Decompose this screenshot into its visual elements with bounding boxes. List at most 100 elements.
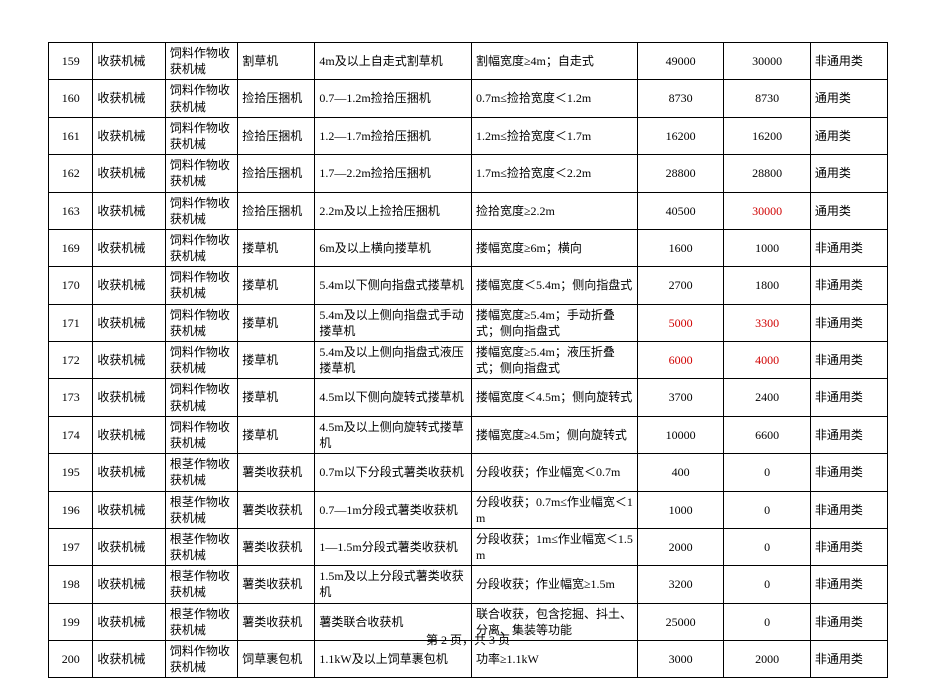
table-row: 172收获机械饲料作物收获机械搂草机5.4m及以上侧向指盘式液压搂草机搂幅宽度≥… bbox=[49, 342, 888, 379]
cell-type: 非通用类 bbox=[810, 491, 887, 528]
cell-cat2: 饲料作物收获机械 bbox=[165, 267, 237, 304]
cell-desc: 4m及以上自走式割草机 bbox=[315, 43, 472, 80]
cell-v1: 1600 bbox=[637, 229, 723, 266]
cell-cat3: 搂草机 bbox=[238, 379, 315, 416]
data-table: 159收获机械饲料作物收获机械割草机4m及以上自走式割草机割幅宽度≥4m；自走式… bbox=[48, 42, 888, 678]
table-row: 161收获机械饲料作物收获机械捡拾压捆机1.2—1.7m捡拾压捆机1.2m≤捡拾… bbox=[49, 117, 888, 154]
cell-cat2: 饲料作物收获机械 bbox=[165, 43, 237, 80]
cell-desc: 0.7—1.2m捡拾压捆机 bbox=[315, 80, 472, 117]
cell-cat3: 薯类收获机 bbox=[238, 491, 315, 528]
cell-cat1: 收获机械 bbox=[93, 528, 165, 565]
cell-cat1: 收获机械 bbox=[93, 192, 165, 229]
cell-type: 通用类 bbox=[810, 192, 887, 229]
cell-cat2: 根茎作物收获机械 bbox=[165, 454, 237, 491]
page: 159收获机械饲料作物收获机械割草机4m及以上自走式割草机割幅宽度≥4m；自走式… bbox=[0, 0, 936, 662]
table-row: 196收获机械根茎作物收获机械薯类收获机0.7—1m分段式薯类收获机分段收获；0… bbox=[49, 491, 888, 528]
cell-cat3: 搂草机 bbox=[238, 229, 315, 266]
cell-type: 非通用类 bbox=[810, 379, 887, 416]
cell-cat1: 收获机械 bbox=[93, 117, 165, 154]
cell-spec: 分段收获；1m≤作业幅宽＜1.5m bbox=[471, 528, 637, 565]
cell-idx: 161 bbox=[49, 117, 93, 154]
cell-cat1: 收获机械 bbox=[93, 566, 165, 603]
cell-idx: 171 bbox=[49, 304, 93, 341]
cell-v2: 4000 bbox=[724, 342, 810, 379]
cell-desc: 1.5m及以上分段式薯类收获机 bbox=[315, 566, 472, 603]
cell-v1: 49000 bbox=[637, 43, 723, 80]
cell-type: 通用类 bbox=[810, 117, 887, 154]
cell-cat3: 搂草机 bbox=[238, 416, 315, 453]
table-row: 162收获机械饲料作物收获机械捡拾压捆机1.7—2.2m捡拾压捆机1.7m≤捡拾… bbox=[49, 155, 888, 192]
cell-cat2: 饲料作物收获机械 bbox=[165, 304, 237, 341]
cell-cat2: 饲料作物收获机械 bbox=[165, 229, 237, 266]
cell-desc: 1—1.5m分段式薯类收获机 bbox=[315, 528, 472, 565]
cell-type: 非通用类 bbox=[810, 454, 887, 491]
cell-v2: 0 bbox=[724, 528, 810, 565]
cell-desc: 4.5m以下侧向旋转式搂草机 bbox=[315, 379, 472, 416]
cell-v1: 5000 bbox=[637, 304, 723, 341]
cell-type: 非通用类 bbox=[810, 304, 887, 341]
cell-desc: 0.7—1m分段式薯类收获机 bbox=[315, 491, 472, 528]
cell-idx: 170 bbox=[49, 267, 93, 304]
cell-type: 非通用类 bbox=[810, 43, 887, 80]
cell-spec: 分段收获；0.7m≤作业幅宽＜1m bbox=[471, 491, 637, 528]
cell-idx: 197 bbox=[49, 528, 93, 565]
cell-cat2: 根茎作物收获机械 bbox=[165, 528, 237, 565]
cell-spec: 捡拾宽度≥2.2m bbox=[471, 192, 637, 229]
cell-idx: 172 bbox=[49, 342, 93, 379]
cell-cat1: 收获机械 bbox=[93, 267, 165, 304]
cell-cat2: 饲料作物收获机械 bbox=[165, 155, 237, 192]
cell-v2: 0 bbox=[724, 491, 810, 528]
table-row: 198收获机械根茎作物收获机械薯类收获机1.5m及以上分段式薯类收获机分段收获；… bbox=[49, 566, 888, 603]
table-row: 171收获机械饲料作物收获机械搂草机5.4m及以上侧向指盘式手动搂草机搂幅宽度≥… bbox=[49, 304, 888, 341]
table-row: 159收获机械饲料作物收获机械割草机4m及以上自走式割草机割幅宽度≥4m；自走式… bbox=[49, 43, 888, 80]
cell-type: 非通用类 bbox=[810, 416, 887, 453]
cell-cat1: 收获机械 bbox=[93, 229, 165, 266]
table-row: 163收获机械饲料作物收获机械捡拾压捆机2.2m及以上捡拾压捆机捡拾宽度≥2.2… bbox=[49, 192, 888, 229]
cell-cat3: 捡拾压捆机 bbox=[238, 192, 315, 229]
cell-cat2: 饲料作物收获机械 bbox=[165, 80, 237, 117]
page-footer: 第 2 页，共 3 页 bbox=[0, 631, 936, 648]
cell-v1: 16200 bbox=[637, 117, 723, 154]
table-row: 170收获机械饲料作物收获机械搂草机5.4m以下侧向指盘式搂草机搂幅宽度＜5.4… bbox=[49, 267, 888, 304]
table-row: 195收获机械根茎作物收获机械薯类收获机0.7m以下分段式薯类收获机分段收获；作… bbox=[49, 454, 888, 491]
cell-spec: 分段收获；作业幅宽≥1.5m bbox=[471, 566, 637, 603]
cell-spec: 搂幅宽度＜5.4m；侧向指盘式 bbox=[471, 267, 637, 304]
cell-cat3: 割草机 bbox=[238, 43, 315, 80]
cell-cat2: 饲料作物收获机械 bbox=[165, 342, 237, 379]
cell-v2: 0 bbox=[724, 454, 810, 491]
cell-type: 非通用类 bbox=[810, 267, 887, 304]
cell-v2: 30000 bbox=[724, 192, 810, 229]
cell-idx: 196 bbox=[49, 491, 93, 528]
cell-v1: 28800 bbox=[637, 155, 723, 192]
cell-v1: 1000 bbox=[637, 491, 723, 528]
cell-idx: 173 bbox=[49, 379, 93, 416]
table-row: 197收获机械根茎作物收获机械薯类收获机1—1.5m分段式薯类收获机分段收获；1… bbox=[49, 528, 888, 565]
cell-type: 非通用类 bbox=[810, 566, 887, 603]
cell-v1: 2700 bbox=[637, 267, 723, 304]
cell-v2: 1000 bbox=[724, 229, 810, 266]
cell-desc: 4.5m及以上侧向旋转式搂草机 bbox=[315, 416, 472, 453]
cell-spec: 割幅宽度≥4m；自走式 bbox=[471, 43, 637, 80]
table-row: 169收获机械饲料作物收获机械搂草机6m及以上横向搂草机搂幅宽度≥6m；横向16… bbox=[49, 229, 888, 266]
cell-cat2: 饲料作物收获机械 bbox=[165, 117, 237, 154]
cell-idx: 163 bbox=[49, 192, 93, 229]
cell-v1: 3200 bbox=[637, 566, 723, 603]
cell-v1: 2000 bbox=[637, 528, 723, 565]
cell-type: 非通用类 bbox=[810, 528, 887, 565]
cell-spec: 1.7m≤捡拾宽度＜2.2m bbox=[471, 155, 637, 192]
cell-cat3: 捡拾压捆机 bbox=[238, 155, 315, 192]
cell-idx: 195 bbox=[49, 454, 93, 491]
cell-desc: 1.7—2.2m捡拾压捆机 bbox=[315, 155, 472, 192]
cell-cat1: 收获机械 bbox=[93, 43, 165, 80]
cell-type: 非通用类 bbox=[810, 229, 887, 266]
cell-idx: 198 bbox=[49, 566, 93, 603]
table-row: 173收获机械饲料作物收获机械搂草机4.5m以下侧向旋转式搂草机搂幅宽度＜4.5… bbox=[49, 379, 888, 416]
cell-spec: 搂幅宽度≥5.4m；手动折叠式；侧向指盘式 bbox=[471, 304, 637, 341]
cell-cat1: 收获机械 bbox=[93, 155, 165, 192]
cell-v1: 3700 bbox=[637, 379, 723, 416]
cell-cat3: 薯类收获机 bbox=[238, 528, 315, 565]
cell-cat2: 根茎作物收获机械 bbox=[165, 566, 237, 603]
cell-idx: 169 bbox=[49, 229, 93, 266]
cell-cat1: 收获机械 bbox=[93, 342, 165, 379]
cell-spec: 搂幅宽度≥6m；横向 bbox=[471, 229, 637, 266]
